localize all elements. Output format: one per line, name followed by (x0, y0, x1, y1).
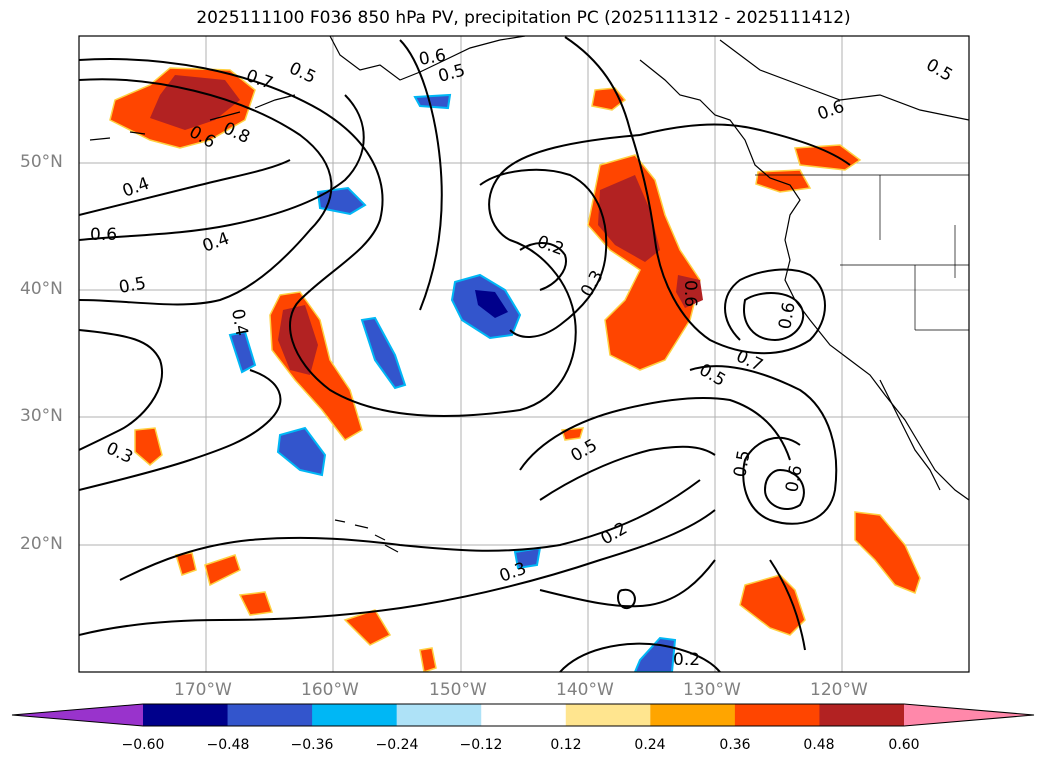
precip-positive-south (740, 575, 805, 635)
colorbar-tick-label: −0.12 (460, 737, 503, 753)
baja (880, 380, 940, 490)
contour-label: 0.5 (286, 58, 319, 88)
contour-label: 0.5 (568, 435, 601, 466)
contour-label: 0.2 (673, 650, 700, 670)
contour-label: 0.6 (90, 225, 117, 245)
contour-label: 0.6 (680, 280, 700, 307)
precip-negative-north-2 (415, 95, 450, 108)
colorbar (12, 704, 1034, 726)
contour-label: 0.5 (696, 360, 729, 391)
precip-positive-southwest-2 (240, 592, 272, 615)
precip-positive-south-2 (345, 610, 390, 645)
colorbar-swatch (397, 704, 482, 726)
canada-inland (720, 40, 969, 120)
colorbar-swatch (228, 704, 313, 726)
colorbar-swatch (312, 704, 397, 726)
precip-positive-west-small (135, 428, 162, 465)
colorbar-extend-max (904, 704, 1034, 726)
map-figure: 0.7 0.5 0.6 0.5 0.5 0.6 0.8 0.6 0.4 0.6 … (0, 0, 1047, 765)
colorbar-swatch (481, 704, 566, 726)
precip-positive-mid (562, 428, 583, 440)
precip-negative-west (278, 428, 325, 475)
contour-label: 0.3 (103, 438, 136, 468)
colorbar-tick-label: 0.36 (719, 737, 750, 753)
contour-label: 0.4 (200, 229, 232, 257)
colorbar-tick-label: 0.48 (803, 737, 834, 753)
contour-label: 0.5 (117, 274, 147, 298)
hawaii (335, 520, 398, 552)
precip-positive-coast (795, 145, 860, 170)
colorbar-tick-label: 0.60 (888, 737, 919, 753)
colorbar-tick-label: 0.12 (550, 737, 581, 753)
lon-label: 140°W (556, 680, 614, 700)
lon-label: 130°W (683, 680, 741, 700)
precip-positive-southwest-1 (205, 555, 240, 585)
contour-label: 0.5 (730, 449, 754, 479)
precip-positive-southeast (855, 512, 920, 593)
lat-label: 40°N (20, 279, 63, 299)
colorbar-tick-label: −0.24 (376, 737, 419, 753)
precip-positive-south-3 (420, 648, 436, 672)
colorbar-swatch (819, 704, 904, 726)
lon-label: 160°W (301, 680, 359, 700)
contour-label: 0.4 (227, 307, 251, 337)
contour-label: 0.3 (577, 267, 608, 300)
precip-positive-tiny-1 (176, 553, 196, 575)
colorbar-swatch (566, 704, 651, 726)
lat-label: 20°N (20, 534, 63, 554)
lon-label: 150°W (429, 680, 487, 700)
precip-negative-mid-band (362, 318, 405, 388)
lat-label: 50°N (20, 152, 63, 172)
colorbar-tick-label: −0.48 (207, 737, 250, 753)
colorbar-swatch (143, 704, 228, 726)
contour-label: 0.5 (923, 55, 956, 86)
colorbar-tick-label: 0.24 (634, 737, 665, 753)
colorbar-swatch (650, 704, 735, 726)
colorbar-tick-label: −0.36 (291, 737, 334, 753)
colorbar-tick-label: −0.60 (122, 737, 165, 753)
lon-label: 170°W (174, 680, 232, 700)
lat-label: 30°N (20, 406, 63, 426)
colorbar-extend-min (12, 704, 143, 726)
lon-label: 120°W (810, 680, 868, 700)
colorbar-swatch (735, 704, 820, 726)
precip-negative-west-2 (230, 332, 255, 372)
contour-label: 0.6 (775, 301, 799, 331)
